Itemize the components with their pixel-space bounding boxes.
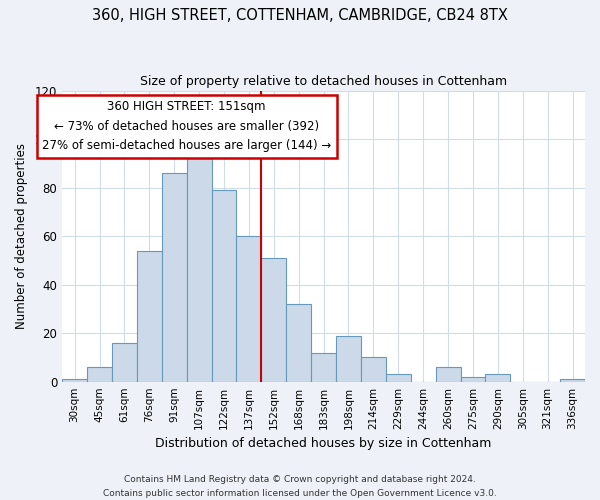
Bar <box>485 374 511 382</box>
Bar <box>162 173 187 382</box>
X-axis label: Distribution of detached houses by size in Cottenham: Distribution of detached houses by size … <box>155 437 492 450</box>
Bar <box>336 336 361 382</box>
Bar <box>386 374 411 382</box>
Bar <box>286 304 311 382</box>
Bar <box>236 236 262 382</box>
Bar <box>187 146 212 382</box>
Bar <box>560 380 585 382</box>
Text: Contains HM Land Registry data © Crown copyright and database right 2024.
Contai: Contains HM Land Registry data © Crown c… <box>103 476 497 498</box>
Text: 360, HIGH STREET, COTTENHAM, CAMBRIDGE, CB24 8TX: 360, HIGH STREET, COTTENHAM, CAMBRIDGE, … <box>92 8 508 22</box>
Bar <box>361 358 386 382</box>
Title: Size of property relative to detached houses in Cottenham: Size of property relative to detached ho… <box>140 75 507 88</box>
Bar <box>112 343 137 382</box>
Bar <box>461 377 485 382</box>
Bar <box>87 367 112 382</box>
Y-axis label: Number of detached properties: Number of detached properties <box>15 143 28 329</box>
Bar <box>137 250 162 382</box>
Bar <box>436 367 461 382</box>
Text: 360 HIGH STREET: 151sqm
← 73% of detached houses are smaller (392)
27% of semi-d: 360 HIGH STREET: 151sqm ← 73% of detache… <box>42 100 331 152</box>
Bar <box>212 190 236 382</box>
Bar <box>311 352 336 382</box>
Bar <box>262 258 286 382</box>
Bar <box>62 380 87 382</box>
